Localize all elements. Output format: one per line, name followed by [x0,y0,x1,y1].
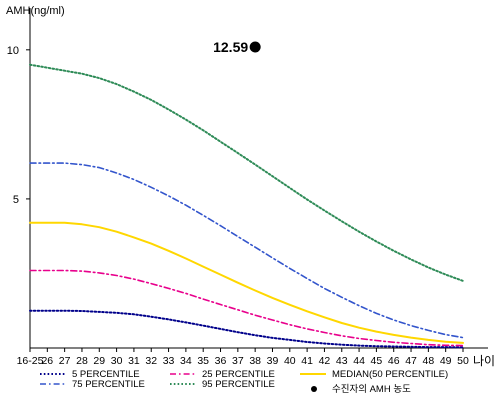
x-tick-label: 43 [336,355,348,367]
series-line [29,162,464,339]
x-tick-label: 27 [59,355,71,367]
series-line [29,221,464,344]
x-tick-label: 16-25 [17,355,44,367]
x-tick-label: 30 [111,355,123,367]
x-tick-label: 32 [145,355,157,367]
x-tick-label: 28 [76,355,88,367]
y-tick-label: 5 [13,194,19,206]
x-tick-label: 45 [371,355,383,367]
x-tick-label: 29 [93,355,105,367]
patient-amh-marker [249,41,261,53]
legend-label: 5 PERCENTILE [72,369,140,380]
x-tick-label: 36 [215,355,227,367]
x-tick-label: 33 [163,355,175,367]
series-line [29,269,464,347]
y-tick-label: 10 [7,45,19,57]
series-line [29,63,464,282]
x-tick-label: 40 [284,355,296,367]
legend-label: MEDIAN(50 PERCENTILE) [332,369,448,380]
x-tick-label: 39 [267,355,279,367]
x-tick-label: 26 [41,355,53,367]
legend-marker-dot [311,386,317,392]
legend: 5 PERCENTILE 25 PERCENTILE MEDIAN(50 PERCE… [40,369,448,395]
y-axis-label: AMH(ng/ml) [6,5,65,17]
x-tick-label: 47 [405,355,417,367]
x-tick-label: 42 [319,355,331,367]
x-tick-label: 48 [423,355,435,367]
legend-marker-label: 수진자의 AMH 농도 [332,384,411,395]
legend-label: 95 PERCENTILE [202,379,275,390]
x-tick-label: 37 [232,355,244,367]
x-tick-label: 35 [197,355,209,367]
series-line [29,309,464,349]
x-tick-label: 50 [457,355,469,367]
x-axis-label: 나이 [473,354,495,368]
marker-layer: 12.59 [213,39,261,55]
x-tick-label: 41 [301,355,313,367]
series-layer [29,63,464,349]
x-tick-label: 34 [180,355,192,367]
x-tick-label: 38 [249,355,261,367]
legend-label: 75 PERCENTILE [72,379,145,390]
x-tick-label: 46 [388,355,400,367]
x-tick-label: 31 [128,355,140,367]
x-tick-label: 49 [440,355,452,367]
x-tick-label: 44 [353,355,365,367]
legend-label: 25 PERCENTILE [202,369,275,380]
patient-amh-value-label: 12.59 [213,39,248,55]
